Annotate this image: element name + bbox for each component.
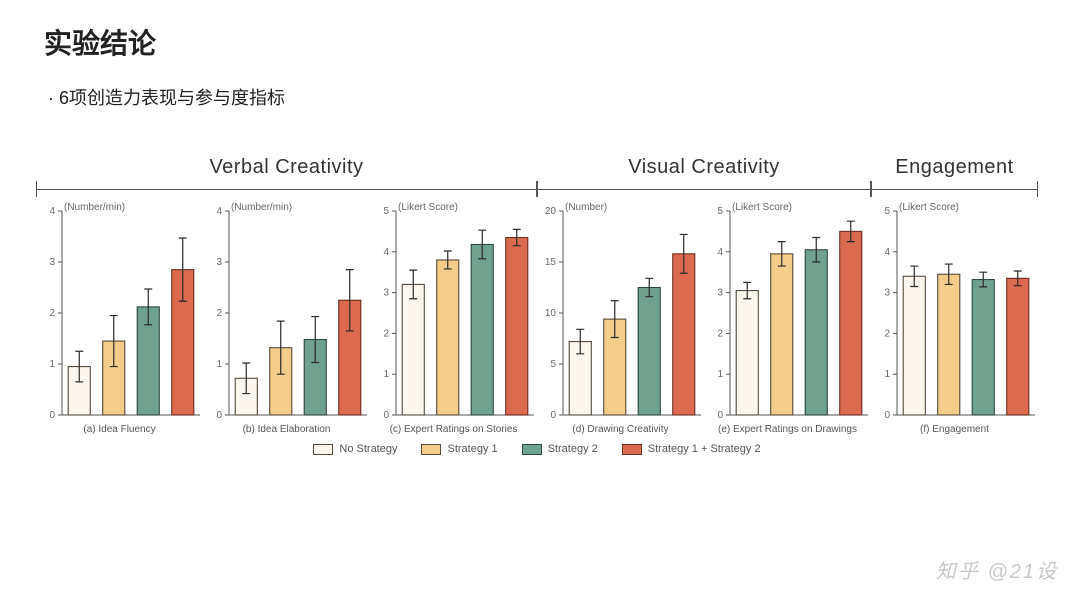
chart-ylabel: (Number/min) <box>64 202 125 213</box>
svg-text:3: 3 <box>383 288 389 299</box>
section-bracket <box>537 181 871 199</box>
chart-svg: 0 1 2 3 4 5 <box>871 201 1038 427</box>
chart-caption: (f) Engagement <box>871 424 1038 435</box>
svg-text:1: 1 <box>49 359 55 370</box>
bar <box>972 280 994 415</box>
legend-swatch <box>313 444 333 455</box>
svg-text:3: 3 <box>49 257 55 268</box>
chart-panel: (Likert Score) 0 1 2 3 4 5 (f) Engagement <box>871 201 1038 435</box>
chart-panel: (Number/min) 0 1 2 3 4 (a) Idea Fluency <box>36 201 203 435</box>
svg-text:1: 1 <box>717 369 723 380</box>
svg-text:0: 0 <box>550 410 556 421</box>
section-bracket <box>871 181 1038 199</box>
svg-text:4: 4 <box>216 206 222 217</box>
svg-text:2: 2 <box>383 328 389 339</box>
svg-text:0: 0 <box>216 410 222 421</box>
bar <box>938 274 960 415</box>
svg-text:5: 5 <box>717 206 723 217</box>
chart-svg: 0 1 2 3 4 5 <box>704 201 871 427</box>
watermark: 知乎 @21设 <box>936 555 1058 584</box>
svg-text:5: 5 <box>383 206 389 217</box>
chart-svg: 0 1 2 3 4 <box>36 201 203 427</box>
legend-label: Strategy 2 <box>548 443 598 455</box>
chart-panel: (Likert Score) 0 1 2 3 4 5 (c) Expert Ratings o… <box>370 201 537 435</box>
svg-text:20: 20 <box>545 206 557 217</box>
chart-ylabel: (Likert Score) <box>732 202 792 213</box>
svg-text:3: 3 <box>717 288 723 299</box>
svg-text:1: 1 <box>216 359 222 370</box>
chart-ylabel: (Number/min) <box>231 202 292 213</box>
chart-svg: 0 1 2 3 4 <box>203 201 370 427</box>
bar <box>903 276 925 415</box>
svg-text:1: 1 <box>383 369 389 380</box>
bar <box>840 231 862 415</box>
svg-text:4: 4 <box>49 206 55 217</box>
svg-text:4: 4 <box>884 247 890 258</box>
svg-text:1: 1 <box>884 369 890 380</box>
svg-text:0: 0 <box>49 410 55 421</box>
svg-text:4: 4 <box>717 247 723 258</box>
svg-text:0: 0 <box>884 410 890 421</box>
chart-panel: (Likert Score) 0 1 2 3 4 5 (e) Expert Ratings o… <box>704 201 871 435</box>
charts-row: (Number/min)01234(a) Idea Fluency(Number… <box>36 201 1030 435</box>
bar <box>402 284 424 415</box>
svg-text:15: 15 <box>545 257 557 268</box>
bar <box>1007 278 1029 415</box>
svg-text:4: 4 <box>383 247 389 258</box>
bar <box>736 291 758 415</box>
svg-text:2: 2 <box>717 328 723 339</box>
svg-text:5: 5 <box>884 206 890 217</box>
section-header: Verbal Creativity <box>36 156 537 199</box>
section-label: Verbal Creativity <box>36 156 537 179</box>
bar <box>805 250 827 415</box>
chart-ylabel: (Likert Score) <box>899 202 959 213</box>
section-label: Engagement <box>871 156 1038 179</box>
section-header: Visual Creativity <box>537 156 871 199</box>
section-header: Engagement <box>871 156 1038 199</box>
legend-label: No Strategy <box>339 443 397 455</box>
svg-text:0: 0 <box>717 410 723 421</box>
legend-item: Strategy 1 <box>421 443 497 455</box>
chart-svg: 0 1 2 3 4 5 <box>370 201 537 427</box>
legend-label: Strategy 1 + Strategy 2 <box>648 443 761 455</box>
chart-panel: (Number) 0 5 10 15 20 (d) Drawing Creativity <box>537 201 704 435</box>
page-title: 实验结论 <box>44 22 1030 62</box>
chart-svg: 0 5 10 15 20 <box>537 201 704 427</box>
bar <box>471 244 493 415</box>
bar <box>437 260 459 415</box>
svg-text:3: 3 <box>884 288 890 299</box>
legend-item: No Strategy <box>313 443 397 455</box>
chart-panel: (Number/min) 0 1 2 3 4 (b) Idea Elaboration <box>203 201 370 435</box>
legend-label: Strategy 1 <box>447 443 497 455</box>
legend: No Strategy Strategy 1 Strategy 2 Strategy … <box>44 443 1030 455</box>
svg-text:2: 2 <box>884 328 890 339</box>
chart-ylabel: (Likert Score) <box>398 202 458 213</box>
chart-caption: (c) Expert Ratings on Stories <box>370 424 537 435</box>
section-row: Verbal CreativityVisual CreativityEngage… <box>36 156 1040 199</box>
legend-swatch <box>622 444 642 455</box>
svg-text:5: 5 <box>550 359 556 370</box>
chart-caption: (a) Idea Fluency <box>36 424 203 435</box>
bar <box>673 254 695 415</box>
legend-item: Strategy 2 <box>522 443 598 455</box>
svg-text:2: 2 <box>49 308 55 319</box>
section-bracket <box>36 181 537 199</box>
svg-text:2: 2 <box>216 308 222 319</box>
chart-ylabel: (Number) <box>565 202 607 213</box>
bar <box>638 288 660 416</box>
legend-swatch <box>421 444 441 455</box>
bar <box>771 254 793 415</box>
chart-caption: (b) Idea Elaboration <box>203 424 370 435</box>
chart-caption: (d) Drawing Creativity <box>537 424 704 435</box>
section-label: Visual Creativity <box>537 156 871 179</box>
legend-swatch <box>522 444 542 455</box>
svg-text:0: 0 <box>383 410 389 421</box>
legend-item: Strategy 1 + Strategy 2 <box>622 443 761 455</box>
svg-text:10: 10 <box>545 308 557 319</box>
svg-text:3: 3 <box>216 257 222 268</box>
page-subtitle: · 6项创造力表现与参与度指标 <box>48 84 1030 110</box>
bar <box>506 238 528 415</box>
chart-caption: (e) Expert Ratings on Drawings <box>704 424 871 435</box>
